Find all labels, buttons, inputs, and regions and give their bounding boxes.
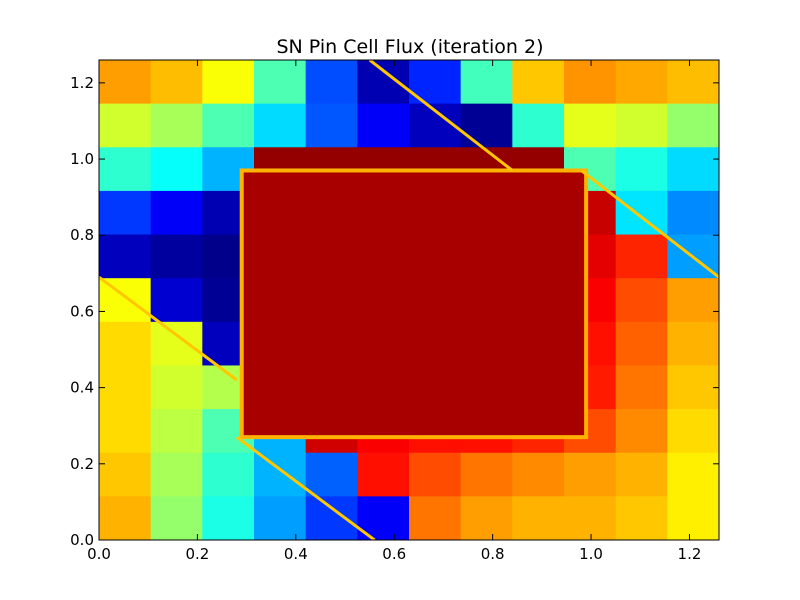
heatmap-cell <box>150 190 203 236</box>
heatmap-cell <box>305 103 358 148</box>
heatmap-cell <box>254 103 307 148</box>
heatmap-cell <box>615 409 668 454</box>
heatmap-cell <box>99 234 152 279</box>
heatmap-cell <box>99 60 152 105</box>
heatmap-cell <box>99 321 152 367</box>
heatmap-cell <box>150 452 203 497</box>
heatmap-cell <box>615 147 668 192</box>
x-tick-label: 0.4 <box>284 545 308 563</box>
heatmap-cell <box>460 496 513 540</box>
ray-edge <box>368 60 514 172</box>
y-tick-label: 0.4 <box>70 379 94 397</box>
heatmap-cell <box>357 452 410 497</box>
heatmap-cell <box>305 60 358 105</box>
heatmap-cell <box>254 452 307 497</box>
heatmap-cell <box>409 452 462 497</box>
heatmap-cell <box>460 103 513 148</box>
heatmap-cell <box>667 409 719 454</box>
heatmap-cell <box>615 278 668 323</box>
heatmap-cell <box>150 409 203 454</box>
heatmap-cell <box>512 103 565 148</box>
heatmap-cell <box>667 496 719 540</box>
ray-edge <box>99 275 238 382</box>
heatmap-cell <box>615 103 668 148</box>
heatmap-cell <box>150 103 203 148</box>
heatmap-cell <box>615 365 668 410</box>
heatmap-cell <box>564 60 617 105</box>
y-tick-label: 0.0 <box>70 531 94 549</box>
heatmap-cell <box>409 496 462 540</box>
heatmap-cell <box>150 60 203 105</box>
x-tick-label: 1.0 <box>579 545 603 563</box>
heatmap-cell <box>512 496 565 540</box>
heatmap-cell <box>99 409 152 454</box>
y-tick-label: 0.2 <box>70 455 94 473</box>
y-tick-label: 0.6 <box>70 302 94 320</box>
heatmap-cell <box>615 190 668 236</box>
heatmap-cell <box>150 234 203 279</box>
heatmap-cell <box>564 452 617 497</box>
heatmap-cell <box>99 147 152 192</box>
heatmap-cell <box>99 190 152 236</box>
heatmap-cell <box>667 103 719 148</box>
heatmap-cell <box>150 321 203 367</box>
heatmap-cell <box>202 60 255 105</box>
y-tick-label: 1.0 <box>70 150 94 168</box>
heatmap-cell <box>460 60 513 105</box>
y-tick-label: 0.8 <box>70 226 94 244</box>
heatmap-cell <box>150 496 203 540</box>
heatmap-cell <box>150 278 203 323</box>
x-tick-label: 0.8 <box>481 545 505 563</box>
x-tick-label: 0.2 <box>185 545 209 563</box>
heatmap-cell <box>615 452 668 497</box>
heatmap-cell <box>150 365 203 410</box>
heatmap-cell <box>615 321 668 367</box>
heatmap-cell <box>305 452 358 497</box>
y-tick-labels: 0.0 0.2 0.4 0.6 0.8 1.0 1.2 <box>70 74 94 549</box>
heatmap-cell <box>150 147 203 192</box>
heatmap-cell <box>512 60 565 105</box>
heatmap-cell <box>615 60 668 105</box>
ray-edge <box>580 169 719 279</box>
heatmap-cell <box>667 452 719 497</box>
heatmap-cell <box>99 452 152 497</box>
heatmap-cell <box>667 321 719 367</box>
heatmap-cell <box>667 190 719 236</box>
heatmap-cell <box>667 278 719 323</box>
heatmap-cell <box>202 496 255 540</box>
plot-frame <box>98 59 720 541</box>
heatmap-cell <box>667 147 719 192</box>
heatmap-cell <box>99 103 152 148</box>
heatmap-cell <box>667 365 719 410</box>
fuel-region <box>239 168 589 440</box>
heatmap-cell <box>99 278 152 323</box>
heatmap-cell <box>512 452 565 497</box>
heatmap-cell <box>564 103 617 148</box>
heatmap-cell <box>202 452 255 497</box>
heatmap-cell <box>254 60 307 105</box>
x-tick-labels: 0.0 0.2 0.4 0.6 0.8 1.0 1.2 <box>87 545 701 563</box>
ray-edge <box>235 435 376 540</box>
heatmap-cell <box>305 496 358 540</box>
heatmap-cell <box>667 60 719 105</box>
heatmap-cell <box>564 496 617 540</box>
x-tick-label: 1.2 <box>678 545 702 563</box>
heatmap-cell <box>99 365 152 410</box>
heatmap-cell <box>357 60 410 105</box>
heatmap-cell <box>615 234 668 279</box>
heatmap-cell <box>202 103 255 148</box>
chart-title: SN Pin Cell Flux (iteration 2) <box>276 36 543 58</box>
x-tick-label: 0.6 <box>382 545 406 563</box>
y-tick-label: 1.2 <box>70 74 94 92</box>
heatmap-cell <box>357 103 410 148</box>
heatmap-cell <box>99 496 152 540</box>
heatmap-cell <box>615 496 668 540</box>
heatmap-cell <box>460 452 513 497</box>
x-tick-label: 0.0 <box>87 545 111 563</box>
heatmap-cell <box>254 496 307 540</box>
heatmap-area <box>99 60 719 540</box>
